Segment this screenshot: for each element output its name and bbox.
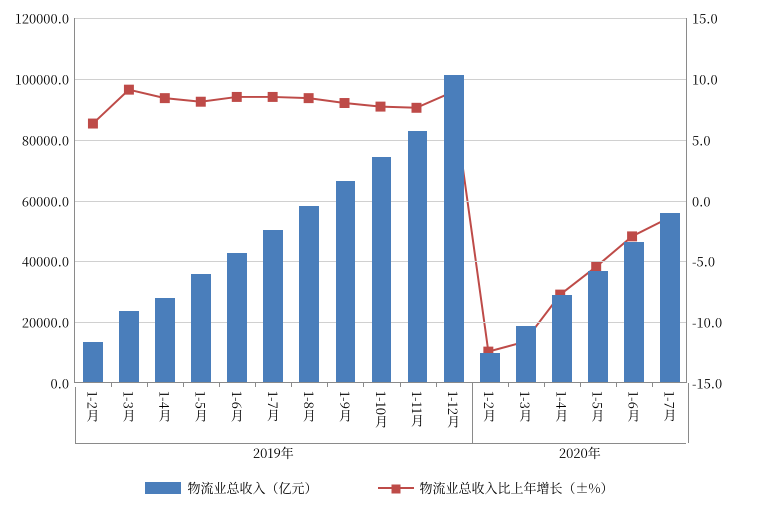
x-category-label: 1-2月 (480, 391, 499, 422)
group-separator (75, 387, 76, 443)
x-category-label: 1-10月 (372, 391, 391, 428)
x-tick (544, 383, 545, 387)
y-right-tick-label: 15.0 (692, 12, 718, 25)
x-category-label: 1-6月 (228, 391, 247, 422)
y-right-tick-label: 0.0 (692, 194, 711, 207)
legend-item: 物流业总收入比上年增长（±%） (378, 478, 614, 497)
y-right-tick-label: -15.0 (692, 377, 722, 390)
line-marker (304, 94, 313, 103)
x-category-label: 1-5月 (192, 391, 211, 422)
bar (299, 206, 319, 382)
x-category-label: 1-7月 (660, 391, 679, 422)
x-category-label: 1-4月 (156, 391, 175, 422)
x-tick (291, 383, 292, 387)
y-left-tick-label: 100000.0 (15, 72, 69, 85)
x-tick (436, 383, 437, 387)
line-marker (124, 85, 133, 94)
grid-line (75, 18, 686, 19)
line-marker (376, 102, 385, 111)
line-marker (412, 103, 421, 112)
group-separator (688, 387, 689, 443)
legend-label: 物流业总收入比上年增长（±%） (420, 478, 614, 497)
bar (155, 298, 175, 382)
grid-line (75, 140, 686, 141)
group-row-baseline (75, 443, 686, 444)
plot-area: 0.0-15.020000.0-10.040000.0-5.060000.00.… (74, 18, 687, 383)
x-tick (400, 383, 401, 387)
x-tick (219, 383, 220, 387)
bar (227, 253, 247, 382)
x-category-label: 1-3月 (516, 391, 535, 422)
bar (119, 311, 139, 382)
x-tick (255, 383, 256, 387)
x-tick (652, 383, 653, 387)
x-category-label: 1-9月 (336, 391, 355, 422)
x-category-label: 1-11月 (408, 391, 427, 427)
bar (263, 230, 283, 382)
bar (336, 181, 356, 382)
y-right-tick-label: 10.0 (692, 72, 718, 85)
x-category-label: 1-4月 (552, 391, 571, 422)
y-right-tick-label: -10.0 (692, 316, 722, 329)
legend: 物流业总收入（亿元） 物流业总收入比上年增长（±%） (0, 478, 759, 497)
bar (516, 326, 536, 382)
x-category-label: 1-12月 (444, 391, 463, 428)
legend-item: 物流业总收入（亿元） (145, 478, 317, 497)
x-category-label: 1-7月 (264, 391, 283, 422)
y-left-tick-label: 120000.0 (15, 12, 69, 25)
line-marker (592, 262, 601, 271)
legend-swatch-line (378, 487, 414, 489)
x-category-label: 1-6月 (624, 391, 643, 422)
x-tick (147, 383, 148, 387)
bar (83, 342, 103, 382)
y-left-tick-label: 0.0 (50, 377, 69, 390)
line-marker (232, 92, 241, 101)
bar (552, 295, 572, 382)
x-category-label: 1-8月 (300, 391, 319, 422)
x-tick (327, 383, 328, 387)
line-marker (268, 92, 277, 101)
line-marker (160, 94, 169, 103)
x-tick (363, 383, 364, 387)
group-separator (472, 387, 473, 443)
y-right-tick-label: 5.0 (692, 133, 711, 146)
line-marker (340, 99, 349, 108)
line-marker (628, 232, 637, 241)
y-left-tick-label: 80000.0 (22, 133, 69, 146)
bar (660, 213, 680, 382)
y-left-tick-label: 20000.0 (22, 316, 69, 329)
group-label: 2020年 (559, 443, 601, 462)
bar (408, 131, 428, 382)
grid-line (75, 79, 686, 80)
x-tick (508, 383, 509, 387)
bar (588, 271, 608, 382)
y-left-tick-label: 40000.0 (22, 255, 69, 268)
bar (372, 157, 392, 382)
bar (480, 353, 500, 383)
line-marker (196, 97, 205, 106)
y-left-tick-label: 60000.0 (22, 194, 69, 207)
bar (191, 274, 211, 382)
bar (444, 75, 464, 382)
y-right-tick-label: -5.0 (692, 255, 715, 268)
x-category-label: 1-5月 (588, 391, 607, 422)
group-label: 2019年 (253, 443, 294, 462)
x-tick (616, 383, 617, 387)
logistics-revenue-chart: 0.0 -15.0 20000.0 -10.0 40000.0 -5.0 60000.0 0.… (0, 0, 759, 520)
x-category-label: 1-2月 (84, 391, 103, 422)
legend-swatch-bar (145, 482, 181, 494)
x-tick (580, 383, 581, 387)
x-tick (183, 383, 184, 387)
bar (624, 242, 644, 382)
x-tick (111, 383, 112, 387)
x-category-label: 1-3月 (120, 391, 139, 422)
line-marker (88, 119, 97, 128)
legend-label: 物流业总收入（亿元） (187, 478, 317, 497)
